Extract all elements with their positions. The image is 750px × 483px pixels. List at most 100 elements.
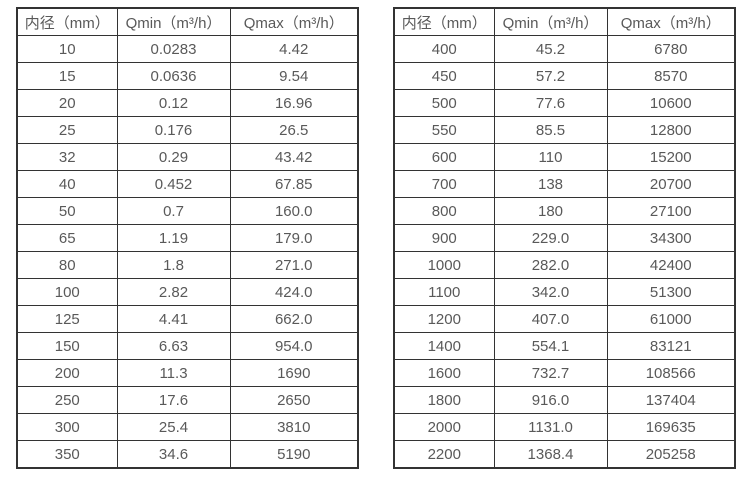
cell: 2000	[393, 413, 495, 441]
table-row: 40 0.452 67.85	[16, 170, 359, 198]
table-row: 2000 1131.0 169635	[393, 413, 736, 441]
table-row: 15 0.0636 9.54	[16, 62, 359, 90]
table-row: 1600 732.7 108566	[393, 359, 736, 387]
cell: 1600	[393, 359, 495, 387]
cell: 1368.4	[493, 440, 608, 469]
table-row: 350 34.6 5190	[16, 440, 359, 469]
cell: 12800	[606, 116, 736, 144]
cell: 554.1	[493, 332, 608, 360]
cell: 137404	[606, 386, 736, 414]
cell: 500	[393, 89, 495, 117]
cell: 2.82	[116, 278, 231, 306]
table-row: 400 45.2 6780	[393, 35, 736, 63]
table-row: 500 77.6 10600	[393, 89, 736, 117]
table-row: 250 17.6 2650	[16, 386, 359, 414]
cell: 1.8	[116, 251, 231, 279]
header-cell-diameter: 内径（mm）	[393, 7, 495, 36]
cell: 34.6	[116, 440, 231, 469]
cell: 26.5	[229, 116, 359, 144]
table-row: 20 0.12 16.96	[16, 89, 359, 117]
cell: 85.5	[493, 116, 608, 144]
cell: 0.7	[116, 197, 231, 225]
cell: 51300	[606, 278, 736, 306]
cell: 342.0	[493, 278, 608, 306]
cell: 100	[16, 278, 118, 306]
cell: 65	[16, 224, 118, 252]
table-row: 2200 1368.4 205258	[393, 440, 736, 469]
table-row: 65 1.19 179.0	[16, 224, 359, 252]
cell: 1800	[393, 386, 495, 414]
cell: 662.0	[229, 305, 359, 333]
cell: 179.0	[229, 224, 359, 252]
cell: 125	[16, 305, 118, 333]
cell: 200	[16, 359, 118, 387]
cell: 6780	[606, 35, 736, 63]
cell: 138	[493, 170, 608, 198]
cell: 45.2	[493, 35, 608, 63]
header-cell-qmax: Qmax（m³/h）	[606, 7, 736, 36]
cell: 1.19	[116, 224, 231, 252]
cell: 180	[493, 197, 608, 225]
cell: 4.41	[116, 305, 231, 333]
cell: 1400	[393, 332, 495, 360]
table-row: 700 138 20700	[393, 170, 736, 198]
table-row: 1800 916.0 137404	[393, 386, 736, 414]
header-cell-diameter: 内径（mm）	[16, 7, 118, 36]
cell: 17.6	[116, 386, 231, 414]
cell: 0.0283	[116, 35, 231, 63]
table-row: 800 180 27100	[393, 197, 736, 225]
header-row: 内径（mm） Qmin（m³/h） Qmax（m³/h）	[16, 7, 359, 36]
cell: 2650	[229, 386, 359, 414]
table-row: 125 4.41 662.0	[16, 305, 359, 333]
cell: 34300	[606, 224, 736, 252]
cell: 1690	[229, 359, 359, 387]
table-row: 550 85.5 12800	[393, 116, 736, 144]
cell: 916.0	[493, 386, 608, 414]
cell: 16.96	[229, 89, 359, 117]
table-row: 10 0.0283 4.42	[16, 35, 359, 63]
spec-table-small-diameters: 内径（mm） Qmin（m³/h） Qmax（m³/h） 10 0.0283 4.4…	[16, 7, 359, 469]
cell: 10	[16, 35, 118, 63]
cell: 11.3	[116, 359, 231, 387]
cell: 20700	[606, 170, 736, 198]
cell: 110	[493, 143, 608, 171]
cell: 205258	[606, 440, 736, 469]
spec-table-large-diameters: 内径（mm） Qmin（m³/h） Qmax（m³/h） 400 45.2 6780…	[393, 7, 736, 469]
cell: 43.42	[229, 143, 359, 171]
cell: 4.42	[229, 35, 359, 63]
table-row: 80 1.8 271.0	[16, 251, 359, 279]
cell: 169635	[606, 413, 736, 441]
cell: 954.0	[229, 332, 359, 360]
cell: 25.4	[116, 413, 231, 441]
header-cell-qmin: Qmin（m³/h）	[116, 7, 231, 36]
cell: 400	[393, 35, 495, 63]
table-row: 25 0.176 26.5	[16, 116, 359, 144]
cell: 8570	[606, 62, 736, 90]
cell: 300	[16, 413, 118, 441]
cell: 27100	[606, 197, 736, 225]
table-row: 450 57.2 8570	[393, 62, 736, 90]
header-cell-qmin: Qmin（m³/h）	[493, 7, 608, 36]
cell: 600	[393, 143, 495, 171]
table-row: 1000 282.0 42400	[393, 251, 736, 279]
cell: 32	[16, 143, 118, 171]
cell: 350	[16, 440, 118, 469]
cell: 229.0	[493, 224, 608, 252]
table-row: 300 25.4 3810	[16, 413, 359, 441]
table-row: 600 110 15200	[393, 143, 736, 171]
cell: 0.176	[116, 116, 231, 144]
table-row: 1400 554.1 83121	[393, 332, 736, 360]
header-cell-qmax: Qmax（m³/h）	[229, 7, 359, 36]
table-body: 400 45.2 6780 450 57.2 8570 500 77.6 10600 550 85.…	[393, 35, 736, 469]
cell: 83121	[606, 332, 736, 360]
table-row: 200 11.3 1690	[16, 359, 359, 387]
table-body: 10 0.0283 4.42 15 0.0636 9.54 20 0.12 16.96 25 0.1…	[16, 35, 359, 469]
cell: 1131.0	[493, 413, 608, 441]
table-row: 100 2.82 424.0	[16, 278, 359, 306]
cell: 108566	[606, 359, 736, 387]
cell: 25	[16, 116, 118, 144]
cell: 80	[16, 251, 118, 279]
table-row: 32 0.29 43.42	[16, 143, 359, 171]
table-row: 1100 342.0 51300	[393, 278, 736, 306]
